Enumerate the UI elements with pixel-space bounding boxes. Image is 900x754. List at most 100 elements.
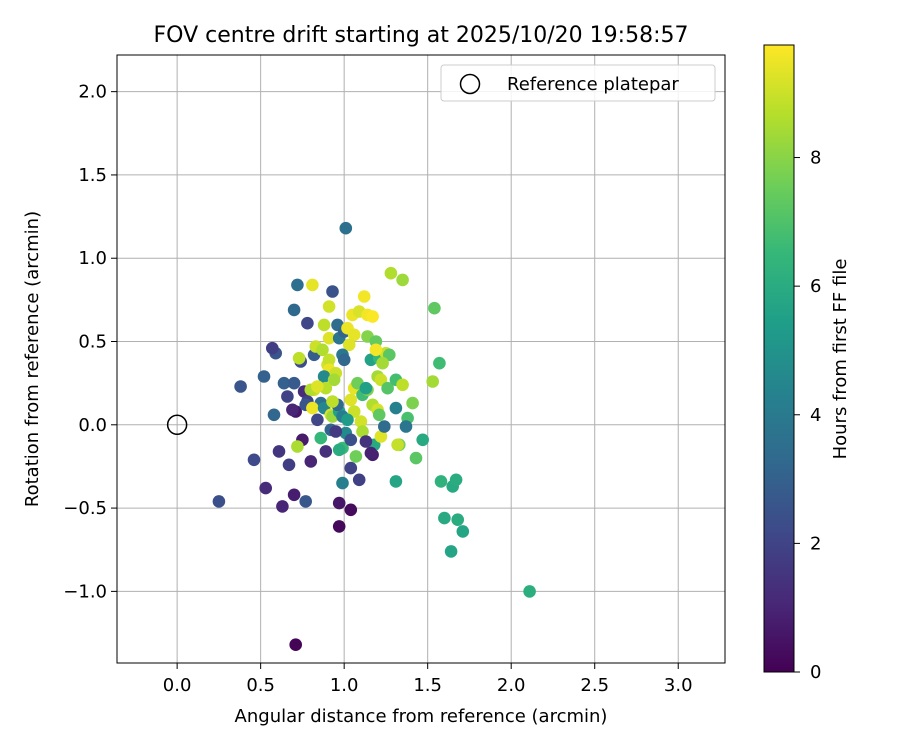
data-point	[326, 395, 339, 408]
colorbar-tick-label: 4	[810, 405, 821, 426]
data-point	[317, 370, 331, 383]
data-point	[359, 435, 373, 448]
legend-marker-open-circle	[459, 73, 481, 95]
data-point	[304, 455, 318, 468]
x-tick-label: 2.5	[580, 675, 609, 696]
data-point	[389, 475, 403, 488]
colorbar: 0 2 4 6 8 Hours from first FF file	[763, 44, 851, 683]
y-tick-label: 2.0	[78, 82, 107, 103]
colorbar-gradient	[764, 45, 794, 672]
data-point	[342, 338, 356, 352]
colorbar-tick-label: 8	[810, 148, 821, 169]
data-point	[282, 458, 296, 472]
data-point	[354, 415, 368, 428]
data-point	[277, 376, 291, 390]
x-tick-label: 1.0	[330, 675, 359, 696]
data-point	[444, 545, 458, 558]
data-point	[332, 443, 346, 457]
data-point	[327, 373, 341, 387]
data-point	[374, 430, 388, 443]
data-point	[391, 438, 404, 452]
data-point	[449, 473, 463, 487]
data-point	[356, 425, 369, 438]
y-tick-label: 0.0	[78, 415, 107, 436]
data-point	[428, 301, 441, 315]
data-point	[406, 396, 419, 410]
data-point	[287, 303, 301, 317]
data-point	[438, 511, 451, 525]
y-tick-label: 1.5	[78, 165, 107, 186]
y-axis-label: Rotation from reference (arcmin)	[22, 211, 43, 507]
data-point	[381, 381, 394, 395]
data-point	[409, 451, 423, 465]
data-point	[299, 495, 313, 508]
data-point	[364, 446, 378, 460]
data-point	[396, 378, 409, 392]
data-point	[372, 408, 386, 422]
data-point	[301, 316, 314, 330]
colorbar-tick-label: 2	[810, 533, 821, 554]
data-point	[344, 433, 358, 447]
data-point	[287, 376, 301, 390]
data-point	[234, 380, 247, 393]
x-tick-label: 0.0	[163, 675, 192, 696]
data-point	[341, 413, 354, 427]
data-point	[336, 476, 349, 490]
data-point	[389, 401, 403, 415]
data-point	[399, 420, 413, 433]
data-point	[247, 453, 261, 467]
y-axis-ticks: −1.0 −0.5 0.0 0.5 1.0 1.5 2.0	[63, 82, 117, 602]
data-point	[291, 440, 304, 453]
colorbar-label: Hours from first FF file	[830, 259, 851, 460]
data-point	[349, 450, 363, 463]
data-point	[359, 381, 373, 395]
data-point	[289, 638, 303, 651]
x-axis-label: Angular distance from reference (arcmin)	[235, 706, 608, 727]
legend-box	[440, 64, 716, 102]
data-point	[322, 353, 336, 367]
chart-title: FOV centre drift starting at 2025/10/20 …	[154, 23, 689, 48]
data-point	[352, 473, 366, 487]
data-point	[306, 401, 319, 415]
data-point	[319, 445, 333, 458]
data-point	[416, 433, 430, 447]
legend-entry-reference-platepar: Reference platepar	[507, 74, 679, 95]
data-point	[384, 266, 398, 280]
data-point	[259, 481, 273, 495]
x-tick-label: 2.0	[497, 675, 526, 696]
data-point	[347, 328, 361, 342]
legend: Reference platepar	[440, 64, 716, 102]
data-point	[383, 348, 396, 362]
data-point	[292, 351, 306, 365]
data-point	[357, 290, 371, 303]
data-point	[287, 488, 301, 502]
data-point	[317, 318, 331, 332]
data-point	[322, 300, 336, 313]
data-point	[276, 500, 289, 513]
y-tick-label: −1.0	[63, 581, 107, 602]
data-point	[332, 496, 346, 510]
colorbar-ticks: 0 2 4 6 8	[794, 148, 821, 683]
data-point	[366, 310, 379, 323]
y-tick-label: −0.5	[63, 498, 107, 519]
colorbar-tick-label: 6	[810, 276, 821, 297]
data-point	[332, 520, 346, 533]
colorbar-tick-label: 0	[810, 662, 821, 683]
data-point	[378, 420, 391, 433]
points-layer	[212, 221, 536, 651]
reference-marker	[166, 414, 188, 436]
data-point	[329, 425, 343, 438]
x-tick-label: 3.0	[664, 675, 693, 696]
data-point	[456, 525, 470, 538]
data-point	[523, 585, 536, 598]
data-point	[326, 285, 339, 298]
data-point	[322, 331, 336, 345]
data-point	[339, 221, 353, 235]
data-point	[434, 475, 448, 488]
data-point	[433, 356, 446, 370]
data-point	[396, 273, 409, 287]
data-point	[257, 370, 271, 383]
y-tick-label: 1.0	[78, 248, 107, 269]
